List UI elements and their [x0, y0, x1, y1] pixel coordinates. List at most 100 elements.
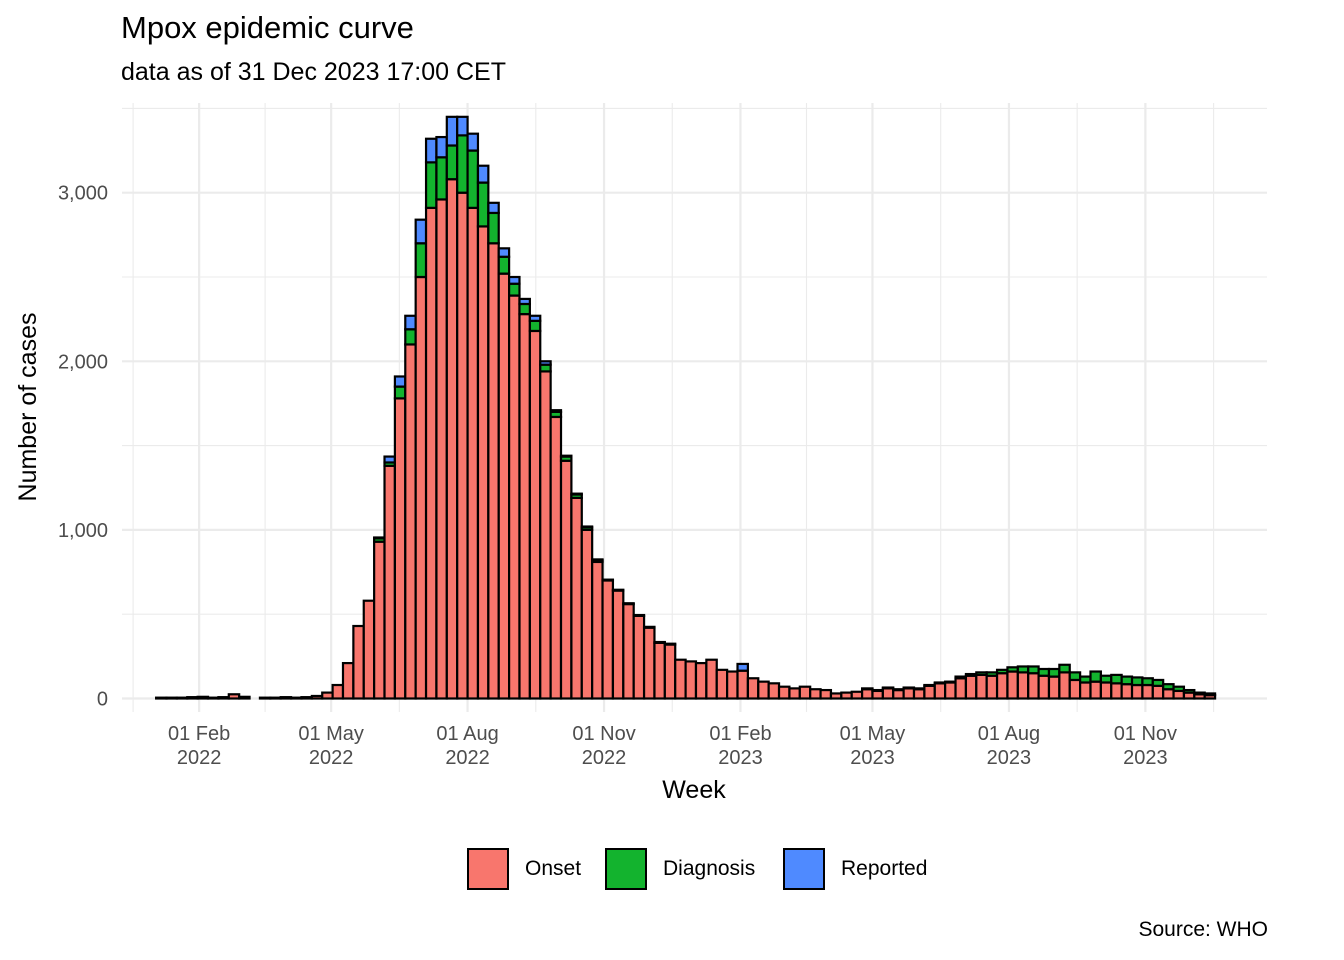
bar-onset	[393, 397, 407, 700]
bar-reported	[435, 135, 448, 159]
bar-diagnosis	[653, 640, 666, 644]
bar-onset	[445, 178, 459, 700]
bar-diagnosis	[1099, 674, 1113, 684]
bar-onset	[622, 602, 635, 700]
bar-onset	[881, 687, 895, 700]
bar-onset	[746, 677, 760, 700]
bar-onset	[954, 677, 968, 700]
bar-reported	[414, 218, 428, 245]
bar-reported	[373, 536, 386, 540]
bar-onset	[539, 370, 552, 700]
bar-diagnosis	[933, 681, 947, 685]
bar-onset	[777, 685, 791, 700]
bar-onset	[1058, 671, 1071, 700]
bar-diagnosis	[1120, 675, 1134, 686]
bar-diagnosis	[435, 156, 448, 201]
bar-diagnosis	[445, 144, 459, 181]
bar-diagnosis	[1172, 685, 1186, 693]
bar-onset	[611, 589, 625, 700]
bar-onset	[217, 696, 230, 700]
x-tick-label: 01 Feb	[168, 723, 230, 745]
bar-diagnosis	[663, 642, 677, 646]
x-tick-label: 01 Feb	[709, 723, 771, 745]
bar-diagnosis	[871, 688, 884, 693]
bar-onset	[726, 670, 739, 700]
bar-onset	[341, 661, 355, 700]
source-caption: Source: WHO	[1138, 918, 1268, 941]
bar-onset	[300, 696, 313, 700]
bar-reported	[559, 454, 573, 458]
bar-reported	[393, 375, 407, 388]
legend-label-diagnosis: Diagnosis	[663, 857, 756, 880]
x-tick-label: 01 Nov	[572, 723, 635, 745]
bar-reported	[487, 201, 500, 215]
bar-diagnosis	[1182, 688, 1196, 694]
bar-diagnosis	[975, 671, 988, 676]
bar-diagnosis	[601, 578, 615, 582]
bar-onset	[1006, 670, 1019, 700]
bar-onset	[642, 626, 656, 700]
bar-diagnosis	[1089, 670, 1102, 683]
bar-onset	[206, 696, 220, 700]
x-tick-label-year: 2023	[850, 747, 895, 769]
bar-onset	[289, 696, 303, 700]
bar-diagnosis	[622, 602, 635, 606]
x-tick-label-year: 2023	[718, 747, 763, 769]
legend-item-onset: Onset	[467, 848, 581, 890]
bar-onset	[809, 688, 822, 700]
x-tick-label-year: 2022	[582, 747, 627, 769]
bar-onset	[331, 683, 345, 700]
bar-onset	[850, 690, 864, 700]
bars	[155, 115, 1217, 700]
bar-onset	[944, 681, 957, 700]
bar-onset	[466, 206, 480, 700]
y-tick-label: 0	[97, 689, 108, 711]
x-tick-label: 01 May	[298, 723, 364, 745]
bar-onset	[715, 668, 729, 700]
bar-diagnosis	[1079, 675, 1092, 684]
bar-diagnosis	[528, 319, 542, 333]
bar-diagnosis	[881, 686, 895, 690]
bar-diagnosis	[1047, 667, 1061, 678]
bar-onset	[404, 343, 417, 700]
bar-onset	[362, 599, 376, 700]
bar-diagnosis	[1016, 665, 1030, 674]
bar-diagnosis	[1130, 676, 1144, 687]
bar-diagnosis	[923, 683, 936, 687]
bar-diagnosis	[1193, 691, 1206, 696]
legend-item-reported: Reported	[783, 848, 927, 890]
bar-onset	[1162, 688, 1175, 700]
bar-onset	[902, 687, 916, 700]
bar-onset	[155, 696, 168, 700]
bar-onset	[570, 496, 583, 700]
bar-onset	[1120, 683, 1134, 700]
bar-onset	[892, 688, 905, 700]
bar-onset	[995, 672, 1009, 700]
bar-onset	[238, 695, 251, 700]
bar-onset	[279, 696, 293, 700]
x-tick-label-year: 2022	[309, 747, 354, 769]
bar-onset	[352, 624, 365, 700]
bar-onset	[383, 464, 397, 700]
y-tick-label: 2,000	[58, 351, 108, 373]
bar-reported	[539, 360, 552, 366]
bar-diagnosis	[404, 328, 417, 346]
bar-onset	[1099, 681, 1113, 700]
y-tick-label: 3,000	[58, 183, 108, 205]
bar-onset	[1027, 672, 1040, 700]
bar-onset	[310, 694, 324, 700]
bar-onset	[1151, 684, 1165, 700]
bar-onset	[175, 696, 189, 700]
bar-onset	[424, 206, 438, 700]
bar-diagnosis	[476, 181, 490, 228]
legend-label-onset: Onset	[525, 857, 582, 880]
bar-reported	[518, 297, 531, 306]
bar-reported	[476, 164, 490, 184]
bar-diagnosis	[954, 675, 968, 680]
bar-reported	[508, 275, 521, 285]
bar-diagnosis	[487, 211, 500, 245]
bar-onset	[1089, 680, 1102, 700]
bar-onset	[549, 415, 563, 700]
legend: Onset Diagnosis Reported	[0, 848, 1344, 894]
